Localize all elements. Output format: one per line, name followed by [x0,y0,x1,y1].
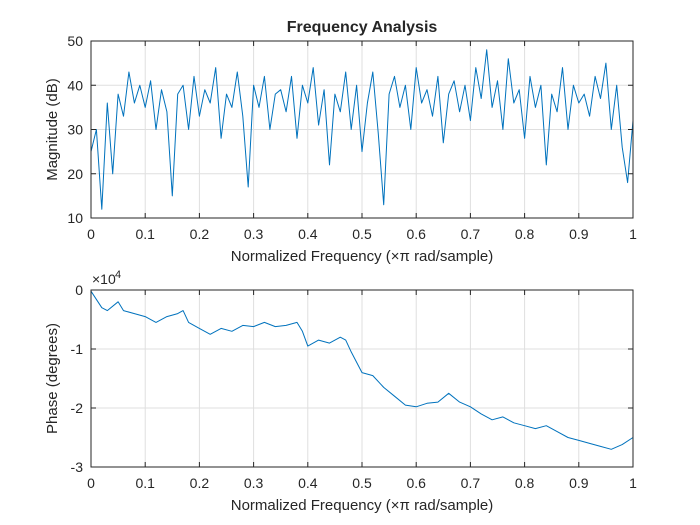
x-tick-label: 1 [629,226,637,242]
x-tick-label: 0.2 [190,226,210,242]
y-tick-label: 0 [75,282,83,298]
y-tick-label: 20 [67,166,83,182]
y-exponent-label: ×10 [92,271,116,287]
x-tick-label: 0 [87,226,95,242]
x-tick-label: 0.3 [244,475,264,491]
x-tick-label: 0.7 [461,475,481,491]
x-tick-label: 0.4 [298,226,318,242]
y-tick-label: 30 [67,122,83,138]
y-tick-label: -1 [71,341,84,357]
y-tick-label: 40 [67,77,83,93]
x-tick-label: 0.5 [352,226,372,242]
x-tick-label: 0.1 [135,226,155,242]
y-tick-label: 10 [67,210,83,226]
phase-series-line [90,290,634,450]
x-tick-label: 0.7 [461,226,481,242]
x-tick-label: 0.9 [569,475,589,491]
x-tick-label: 0.6 [406,475,426,491]
y-axis-label: Magnitude (dB) [44,78,61,181]
x-axis-label: Normalized Frequency (×π rad/sample) [231,248,494,265]
x-tick-label: 0.1 [135,475,155,491]
x-tick-label: 0 [87,475,95,491]
y-tick-label: -2 [71,400,84,416]
x-tick-label: 0.8 [515,475,535,491]
x-tick-label: 0.5 [352,475,372,491]
x-tick-label: 0.3 [244,226,264,242]
x-tick-label: 0.9 [569,226,589,242]
chart-title: Frequency Analysis [287,19,438,36]
x-tick-label: 0.8 [515,226,535,242]
y-axis-label: Phase (degrees) [44,323,61,434]
magnitude-series-line [90,49,634,210]
y-tick-label: 50 [67,33,83,49]
magnitude-axes: 0 0.1 0.2 0.3 0.4 0.5 0.6 0.7 0.8 0.9 1 10 20 30 40 50 N… [44,19,637,265]
x-tick-label: 1 [629,475,637,491]
x-tick-label: 0.6 [406,226,426,242]
phase-axes: 0 0.1 0.2 0.3 0.4 0.5 0.6 0.7 0.8 0.9 1 -3 -2 -1 0 Norm… [44,269,637,514]
x-tick-label: 0.4 [298,475,318,491]
x-axis-label: Normalized Frequency (×π rad/sample) [231,497,494,514]
y-exponent-power: 4 [115,269,121,281]
y-tick-label: -3 [71,459,84,475]
x-tick-label: 0.2 [190,475,210,491]
